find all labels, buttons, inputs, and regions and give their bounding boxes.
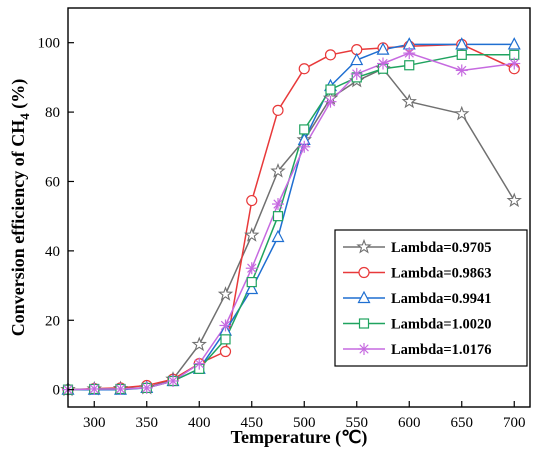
data-point-s3-12 bbox=[350, 52, 364, 66]
data-point-s5-14 bbox=[403, 47, 416, 60]
data-point-s5-4-stroke bbox=[142, 383, 152, 393]
data-point-s5-10-stroke bbox=[299, 142, 309, 152]
y-tick-label: 60 bbox=[45, 174, 60, 190]
series-line-5 bbox=[67, 52, 515, 391]
data-point-s5-15-stroke bbox=[457, 65, 467, 76]
y-axis-title-suffix: (%) bbox=[8, 79, 29, 114]
y-tick-label: 40 bbox=[45, 244, 60, 260]
legend-marker-3 bbox=[357, 290, 371, 304]
data-point-s1-14 bbox=[401, 93, 417, 109]
data-point-s2-7 bbox=[219, 345, 232, 358]
data-point-s5-11-stroke bbox=[325, 97, 336, 107]
data-point-s4-8 bbox=[246, 276, 257, 288]
data-point-s5-6-stroke bbox=[194, 358, 204, 369]
y-tick-label: 100 bbox=[38, 36, 61, 52]
legend-marker-1 bbox=[356, 238, 372, 254]
y-axis-title-subscript: 4 bbox=[17, 113, 32, 120]
data-point-s1-8 bbox=[244, 227, 260, 242]
data-point-s2-10 bbox=[298, 63, 310, 75]
data-point-s5-12 bbox=[350, 67, 363, 80]
legend-marker-5-stroke bbox=[359, 344, 369, 354]
x-tick-label: 350 bbox=[136, 415, 159, 431]
data-point-s4-14 bbox=[404, 60, 415, 71]
legend-label-1: Lambda=0.9705 bbox=[391, 240, 492, 256]
x-tick-label: 300 bbox=[83, 415, 106, 431]
y-tick-label: 80 bbox=[45, 105, 60, 121]
data-point-s3-9 bbox=[271, 229, 285, 243]
data-point-s3-8 bbox=[245, 281, 259, 295]
data-point-s4-9 bbox=[272, 211, 284, 222]
data-point-s5-9-stroke bbox=[273, 199, 283, 209]
x-tick-label: 700 bbox=[503, 415, 526, 431]
data-point-s1-16 bbox=[506, 192, 522, 208]
data-point-s1-7 bbox=[217, 286, 234, 301]
legend-marker-4 bbox=[358, 318, 370, 329]
data-point-s5-9 bbox=[272, 198, 284, 211]
data-point-s1-6 bbox=[191, 336, 207, 352]
data-point-s4-11 bbox=[325, 84, 336, 95]
data-point-s5-2 bbox=[88, 382, 101, 395]
plot-frame bbox=[67, 7, 531, 408]
x-tick-label: 600 bbox=[398, 415, 421, 431]
data-point-s5-5-stroke bbox=[168, 376, 178, 386]
data-point-s5-10 bbox=[298, 140, 311, 153]
data-point-s5-16-stroke bbox=[509, 58, 519, 69]
data-point-s5-8 bbox=[245, 262, 258, 275]
data-point-s5-6 bbox=[193, 357, 206, 370]
data-point-s5-7-stroke bbox=[220, 320, 231, 331]
legend: Lambda=0.9705 Lambda=0.9863 Lambda=0.9941 L… bbox=[334, 229, 528, 367]
x-tick-label: 550 bbox=[346, 415, 369, 431]
data-point-s5-5 bbox=[167, 374, 179, 387]
legend-marker-2 bbox=[358, 266, 370, 279]
data-point-s5-7 bbox=[219, 319, 232, 332]
data-point-s5-15 bbox=[455, 64, 468, 77]
data-point-s5-4 bbox=[140, 381, 153, 394]
x-tick-label: 650 bbox=[451, 415, 474, 431]
plot-area: 300 350 400 450 500 550 600 650 700 0 20 40 60 80 100 bbox=[38, 7, 531, 431]
data-point-s5-3-stroke bbox=[115, 384, 126, 394]
data-point-s5-13 bbox=[377, 57, 389, 70]
data-point-s4-10 bbox=[299, 124, 310, 135]
y-tick-label: 0 bbox=[53, 383, 61, 399]
data-point-s5-2-stroke bbox=[89, 384, 99, 394]
data-point-s5-11 bbox=[324, 95, 337, 108]
data-point-s2-9 bbox=[272, 104, 284, 116]
y-axis-title: Conversion efficiency of CH4 (%) bbox=[8, 79, 32, 336]
data-point-s1-15 bbox=[454, 105, 470, 121]
data-point-s5-12-stroke bbox=[352, 69, 362, 79]
x-tick-label: 500 bbox=[293, 415, 316, 431]
x-tick-label: 450 bbox=[241, 415, 264, 431]
legend-label-4: Lambda=1.0020 bbox=[391, 317, 492, 333]
y-axis-title-main: Conversion efficiency of CH bbox=[8, 120, 28, 336]
data-point-s3-16 bbox=[507, 37, 521, 50]
data-point-s5-3 bbox=[114, 382, 127, 395]
legend-label-2: Lambda=0.9863 bbox=[391, 266, 492, 282]
data-point-s2-11 bbox=[324, 49, 337, 61]
x-axis-title: Temperature (℃) bbox=[231, 427, 368, 448]
legend-marker-5 bbox=[358, 343, 370, 355]
data-point-s3-13 bbox=[376, 42, 390, 55]
data-point-s4-15 bbox=[456, 49, 467, 60]
data-point-s3-15 bbox=[455, 37, 469, 50]
data-point-s4-7 bbox=[220, 334, 231, 345]
x-tick-label: 400 bbox=[188, 415, 211, 431]
data-point-s5-16 bbox=[508, 57, 521, 70]
data-point-s5-8-stroke bbox=[247, 263, 257, 273]
legend-label-3: Lambda=0.9941 bbox=[391, 291, 492, 307]
data-point-s1-9 bbox=[270, 162, 286, 178]
legend-label-5: Lambda=1.0176 bbox=[391, 342, 492, 358]
data-point-s5-13-stroke bbox=[378, 58, 388, 69]
data-point-s5-14-stroke bbox=[404, 48, 414, 58]
data-point-s2-8 bbox=[246, 194, 258, 207]
y-tick-label: 20 bbox=[45, 313, 60, 329]
